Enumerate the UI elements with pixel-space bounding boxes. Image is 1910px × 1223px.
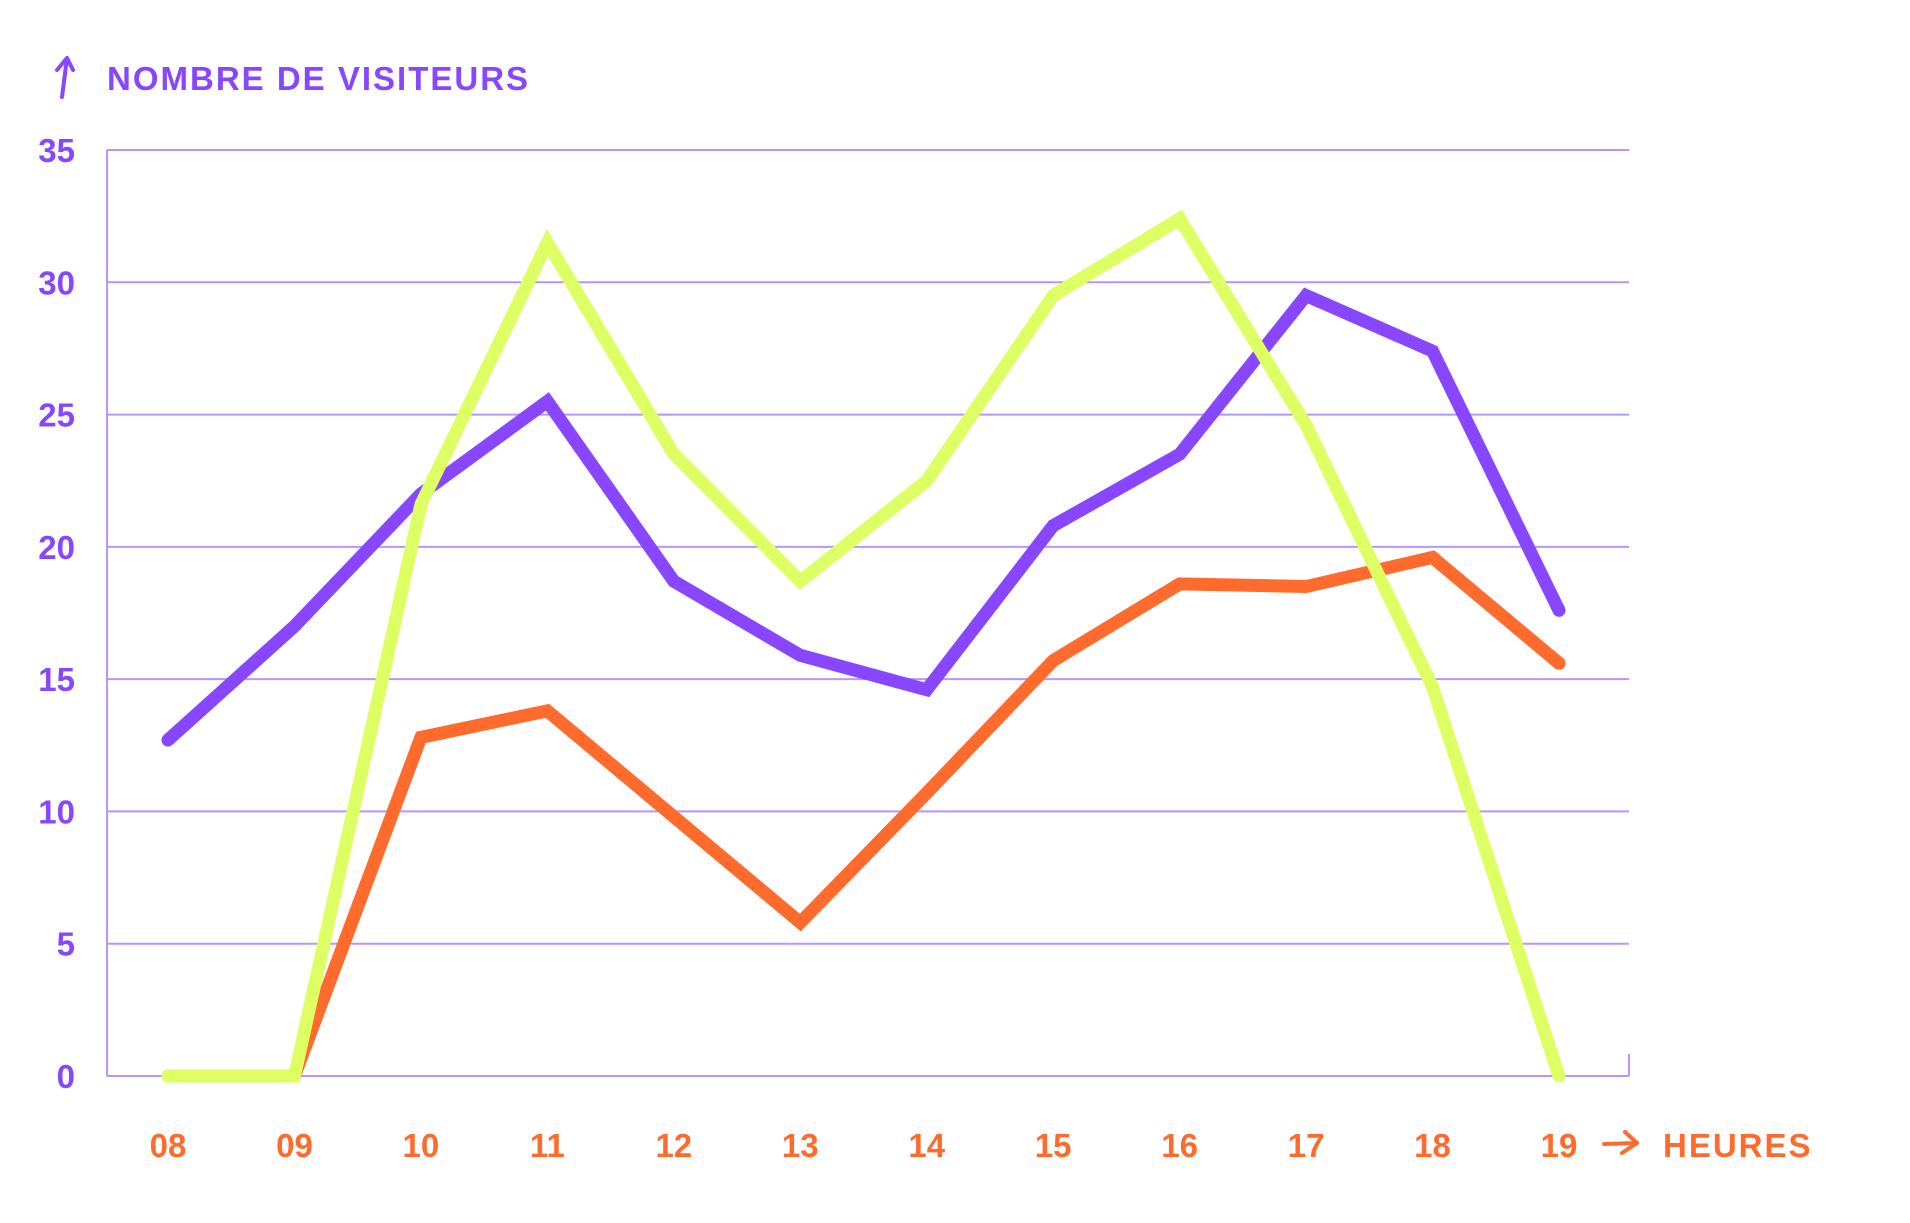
series-line-orange	[161, 550, 1566, 1083]
x-tick-label: 13	[782, 1127, 819, 1164]
x-axis-title: HEURES	[1663, 1127, 1813, 1164]
series-line-green	[161, 209, 1566, 1083]
x-tick-label: 12	[655, 1127, 692, 1164]
y-tick-label: 0	[57, 1058, 75, 1095]
y-tick-label: 10	[38, 793, 75, 830]
y-axis-title: NOMBRE DE VISITEURS	[107, 60, 530, 97]
y-tick-label: 25	[38, 397, 75, 434]
x-tick-label: 08	[150, 1127, 187, 1164]
y-tick-label: 5	[57, 926, 75, 963]
x-tick-label: 17	[1288, 1127, 1325, 1164]
x-tick-label: 14	[908, 1127, 945, 1164]
series-line-purple	[161, 287, 1566, 747]
x-tick-label: 10	[403, 1127, 440, 1164]
x-axis-arrow-icon	[1602, 1130, 1639, 1155]
y-tick-labels: 0 5 10 15 20 25 30 35	[38, 132, 75, 1095]
x-tick-label: 19	[1541, 1127, 1578, 1164]
y-axis-arrow-icon	[55, 56, 75, 99]
x-tick-label: 16	[1161, 1127, 1198, 1164]
y-tick-label: 35	[38, 132, 75, 169]
x-tick-label: 15	[1035, 1127, 1072, 1164]
gridlines	[106, 149, 1630, 1077]
x-tick-label: 11	[530, 1127, 565, 1164]
x-tick-label: 09	[276, 1127, 313, 1164]
y-tick-label: 30	[38, 264, 75, 301]
x-tick-label: 18	[1414, 1127, 1451, 1164]
x-tick-labels: 08 09 10 11 12 13 14 15 16 17 18 19	[150, 1127, 1578, 1164]
y-tick-label: 15	[38, 661, 75, 698]
y-tick-label: 20	[38, 529, 75, 566]
series-lines	[161, 209, 1566, 1083]
